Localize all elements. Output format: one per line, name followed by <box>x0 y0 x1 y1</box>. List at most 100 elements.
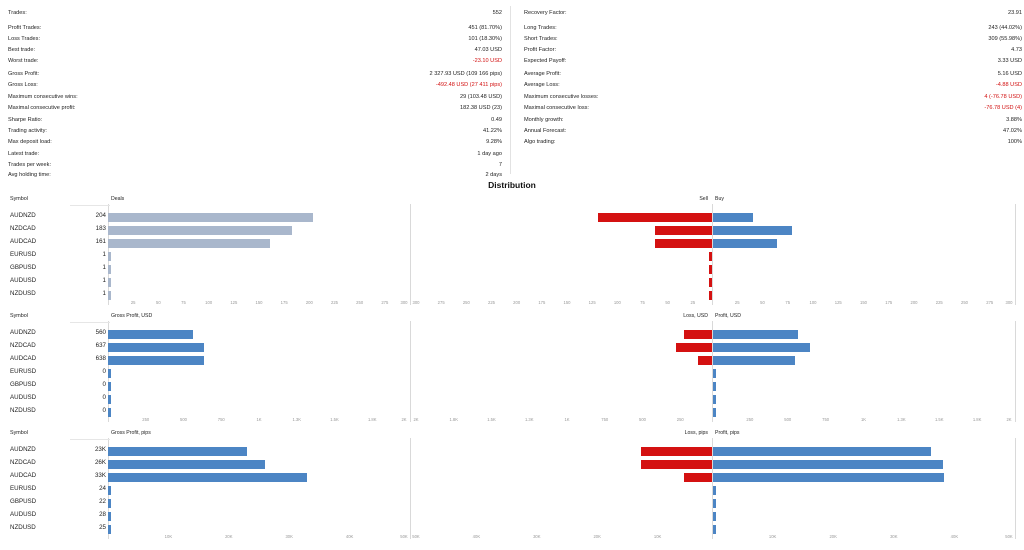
left-bar <box>108 265 111 274</box>
symbol-label: EURUSD <box>10 251 37 258</box>
stat-label: Monthly growth: <box>524 117 564 123</box>
row-value: 161 <box>95 238 106 245</box>
symbol-label: AUDUSD <box>10 277 37 284</box>
negative-bar <box>709 252 712 261</box>
distribution-title: Distribution <box>488 180 536 190</box>
axis-tick: 1.8K <box>972 417 982 422</box>
axis-tick: 25 <box>130 300 136 305</box>
axis-tick: 30K <box>890 534 898 539</box>
row-value: 26K <box>94 459 106 466</box>
symbol-label: AUDNZD <box>10 212 36 219</box>
row-value: 183 <box>95 225 106 232</box>
axis-tick: 50 <box>665 300 670 305</box>
negative-bar <box>597 213 712 222</box>
stat-row: Recovery Factor: 23.91 <box>512 8 1022 18</box>
symbol-label: NZDUSD <box>10 407 36 414</box>
stat-row: Maximum consecutive wins: 29 (103.48 USD) <box>0 92 502 102</box>
axis-tick: 250 <box>746 417 754 422</box>
left-chart-header: Gross Profit, USD <box>111 313 153 319</box>
axis-tick: 20K <box>593 534 601 539</box>
stat-label: Trading activity: <box>8 128 47 134</box>
stat-row: Trading activity: 41.22% <box>0 126 502 136</box>
stat-value: 23.91 <box>1008 10 1022 16</box>
negative-bar <box>709 291 712 300</box>
axis-tick: 225 <box>331 300 338 305</box>
axis-tick: 250 <box>961 300 968 305</box>
symbol-label: GBPUSD <box>10 381 37 388</box>
stat-value: 9.28% <box>486 139 502 145</box>
axis-tick: 10K <box>164 534 173 539</box>
stat-value: -492.48 USD (27 411 pips) <box>435 82 502 88</box>
axis-tick: 250 <box>462 300 470 305</box>
stat-row: Best trade: 47.03 USD <box>0 45 502 55</box>
axis-tick: 50K <box>400 534 408 539</box>
row-value: 637 <box>95 342 106 349</box>
axis-tick: 150 <box>563 300 571 305</box>
axis-tick: 200 <box>910 300 918 305</box>
axis-tick: 75 <box>785 300 791 305</box>
positive-bar <box>713 460 944 469</box>
axis-tick: 50K <box>1005 534 1013 539</box>
axis-tick: 300 <box>400 300 408 305</box>
stat-row: Average Profit: 5.16 USD <box>512 69 1022 79</box>
axis-tick: 300 <box>412 300 420 305</box>
positive-bar <box>713 473 945 482</box>
stat-row: Loss Trades: 101 (18.30%) <box>0 34 502 44</box>
symbol-header: Symbol <box>10 430 28 436</box>
stat-value: -76.78 USD (4) <box>984 105 1022 111</box>
stat-label: Avg holding time: <box>8 172 51 178</box>
symbol-label: AUDCAD <box>10 472 37 479</box>
row-value: 33K <box>94 472 106 479</box>
stat-value: 7 <box>498 162 502 168</box>
row-value: 24 <box>99 485 106 492</box>
stat-value: 101 (18.30%) <box>468 36 502 42</box>
row-value: 0 <box>102 394 106 401</box>
axis-tick: 30K <box>533 534 541 539</box>
stat-value: 47.03 USD <box>474 47 502 53</box>
axis-tick: 200 <box>513 300 521 305</box>
stat-label: Long Trades: <box>524 25 557 31</box>
positive-bar <box>713 239 777 248</box>
positive-bar <box>713 447 932 456</box>
negative-bar <box>683 473 712 482</box>
left-bar <box>108 213 314 222</box>
stat-value: 41.22% <box>483 128 502 134</box>
axis-line <box>712 204 713 305</box>
stat-label: Best trade: <box>8 47 36 53</box>
stat-value: 451 (81.70%) <box>468 25 502 31</box>
symbol-label: NZDCAD <box>10 225 36 232</box>
row-value: 1 <box>102 264 106 271</box>
axis-tick: 125 <box>834 300 842 305</box>
positive-bar <box>713 343 810 352</box>
axis-tick: 100 <box>809 300 817 305</box>
axis-tick: 25 <box>734 300 740 305</box>
stat-label: Maximal consecutive loss: <box>524 105 589 111</box>
stat-value: 1 day ago <box>477 151 502 157</box>
stat-label: Expected Payoff: <box>524 58 567 64</box>
stat-label: Annual Forecast: <box>524 128 567 134</box>
distribution-section: Symbol Deals Sell Buy AUDNZD 204 NZDCAD 183 AUDC… <box>0 196 1024 311</box>
stat-value: -4.88 USD <box>995 82 1022 88</box>
negative-bar <box>709 278 712 287</box>
symbol-label: AUDNZD <box>10 446 36 453</box>
left-bar <box>108 512 111 521</box>
symbol-label: AUDUSD <box>10 394 37 401</box>
axis-tick: 40K <box>472 534 481 539</box>
left-bar <box>108 460 266 469</box>
axis-line <box>712 321 713 422</box>
stat-row: Maximal consecutive loss: -76.78 USD (4) <box>512 103 1022 113</box>
trading-statistics: Trades: 552 Profit Trades: 451 (81.70%) Loss… <box>0 4 1024 178</box>
axis-tick: 50K <box>412 534 420 539</box>
stat-row: Monthly growth: 3.88% <box>512 115 1022 125</box>
axis-tick: 1.5K <box>487 417 496 422</box>
axis-line <box>1015 321 1016 422</box>
axis-line <box>410 438 411 539</box>
positive-bar <box>713 486 717 495</box>
axis-tick: 150 <box>860 300 867 305</box>
symbol-label: GBPUSD <box>10 498 37 505</box>
sell-header: Loss, pips <box>684 430 708 436</box>
stat-label: Recovery Factor: <box>524 10 567 16</box>
row-value: 28 <box>99 511 106 518</box>
axis-tick: 275 <box>986 300 994 305</box>
stat-row: Maximum consecutive losses: 4 (-76.78 USD… <box>512 92 1022 102</box>
